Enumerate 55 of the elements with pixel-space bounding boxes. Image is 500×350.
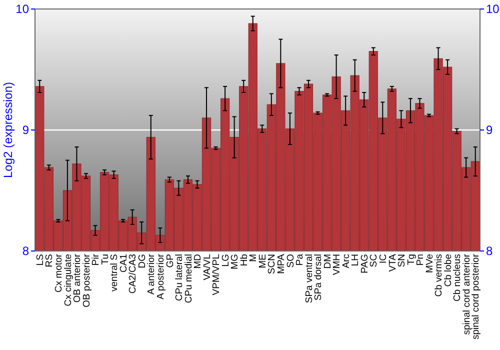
x-tick-label: LH — [350, 254, 362, 266]
x-tick-label: A posterior — [155, 254, 166, 300]
x-tick-label: Cx cingulate — [62, 254, 74, 306]
x-tick-label: MPA — [276, 253, 287, 274]
y-tick-label: 8 — [22, 244, 30, 258]
x-tick-label: SPa ventral — [304, 254, 315, 304]
x-tick-label: Arc — [340, 254, 352, 268]
x-tick-label: LS — [34, 254, 46, 266]
x-tick-label: M — [248, 254, 260, 262]
x-tick-label: VPM/VPL — [211, 254, 222, 296]
y2-tick-label: 10 — [486, 2, 500, 16]
x-tick-label: IC — [378, 254, 389, 264]
x-tick-label: Hb — [238, 254, 250, 266]
x-tick-label: VMH — [332, 254, 343, 276]
x-tick-label: Pa — [294, 253, 306, 266]
x-tick-label: Tu — [100, 254, 111, 265]
x-tick-label: Cx motor — [54, 254, 64, 293]
x-tick-label: CPu lateral — [174, 254, 186, 301]
x-tick-label: GP — [164, 254, 176, 268]
x-tick-label: SCN — [266, 254, 278, 274]
x-tick-label: DG — [136, 254, 148, 268]
y-tick-label: 9 — [22, 123, 30, 138]
y2-tick-label: 9 — [486, 123, 493, 138]
x-tick-label: MG — [230, 254, 241, 270]
x-tick-label: VA/VL — [202, 254, 213, 280]
x-tick-label: SPa dorsal — [313, 254, 324, 300]
x-tick-label: OB posterior — [81, 254, 92, 308]
x-tick-label: Cb nucleus — [452, 254, 464, 302]
x-tick-label: DM — [322, 254, 334, 269]
x-tick-label: Pn — [415, 254, 426, 266]
x-tick-label: Tg — [406, 254, 417, 266]
y-tick-label: 10 — [16, 2, 30, 16]
x-tick-label: CA1 — [118, 254, 130, 272]
x-tick-label: A anterior — [146, 254, 158, 295]
y-axis-title: Log2 (expression) — [1, 82, 15, 178]
x-tick-label: PAG — [359, 254, 370, 274]
x-tick-label: MVe — [424, 254, 436, 274]
x-tick-label: CPu medial — [183, 254, 194, 304]
x-tick-label: SO — [285, 254, 296, 268]
x-tick-label: LG — [220, 254, 232, 267]
x-tick-label: Pir — [90, 254, 102, 266]
x-tick-label: RS — [44, 254, 56, 268]
y2-tick-label: 8 — [486, 244, 493, 258]
x-tick-label: MD — [192, 254, 204, 269]
x-tick-label: ventral S — [109, 254, 120, 292]
x-tick-label: Cb vermis — [434, 254, 445, 297]
x-tick-label: VTA — [387, 253, 398, 272]
x-tick-label: OB anterior — [72, 254, 84, 303]
x-tick-label: spinal cord anterior — [461, 254, 472, 335]
x-tick-label: SC — [368, 254, 380, 268]
x-tick-label: SN — [396, 254, 408, 268]
x-tick-label: ME — [257, 254, 268, 268]
x-tick-label: spinal cord posterior — [470, 254, 482, 340]
x-tick-label: CA2/CA3 — [128, 254, 139, 294]
x-tick-label: Cb lobe — [442, 254, 454, 287]
